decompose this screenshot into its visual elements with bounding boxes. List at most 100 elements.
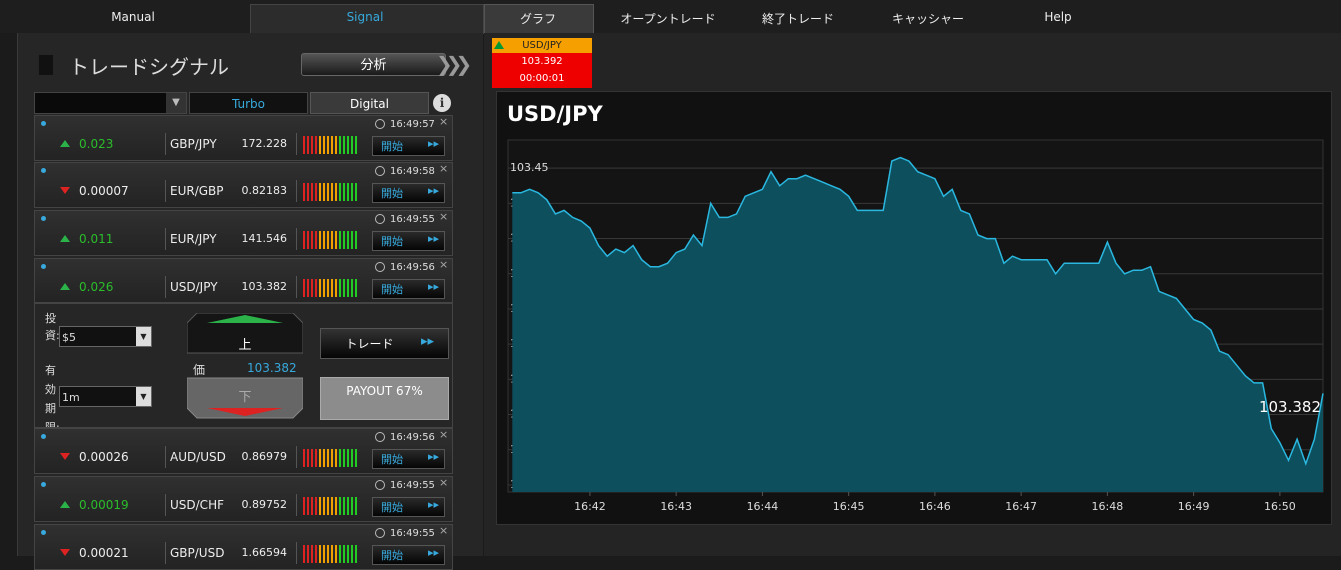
expiry-label: 有効期限: [45, 364, 59, 427]
nav-tab[interactable]: グラフ [519, 12, 557, 26]
signal-pair: EUR/GBP [170, 184, 224, 198]
chart-title: USD/JPY [507, 102, 603, 126]
signal-time: 16:49:56 [390, 432, 435, 443]
separator [296, 542, 297, 564]
strength-bar [323, 183, 325, 201]
strength-bar [327, 231, 329, 249]
close-icon[interactable]: × [439, 115, 449, 128]
close-icon[interactable]: × [439, 524, 449, 537]
strength-bar [339, 545, 341, 563]
start-button[interactable]: 開始 [372, 136, 445, 156]
start-button[interactable]: 開始 [372, 497, 445, 517]
strength-bar [335, 279, 337, 297]
turbo-tab[interactable]: Turbo [189, 92, 308, 114]
close-icon[interactable]: × [439, 210, 449, 223]
strength-bar [351, 183, 353, 201]
signal-row: 16:49:57 × 0.023 GBP/JPY 172.228 開始 ▸▸ [34, 115, 453, 161]
strength-bar [315, 497, 317, 515]
nav-tab[interactable]: キャッシャー [891, 12, 965, 26]
strength-bar [303, 497, 305, 515]
strength-bar [343, 497, 345, 515]
x-tick-label: 16:48 [1092, 500, 1124, 513]
direction-arrow [60, 187, 70, 194]
strength-bar [315, 449, 317, 467]
close-icon[interactable]: × [439, 428, 449, 441]
close-icon[interactable]: × [439, 162, 449, 175]
dropdown[interactable] [34, 92, 187, 114]
select-arrow[interactable]: ▼ [136, 387, 151, 406]
status-dot [41, 121, 46, 126]
signal-row: 16:49:56 × 0.026 USD/JPY 103.382 開始 ▸▸ [34, 258, 453, 303]
trade-chevron: ▸▸ [421, 334, 435, 349]
signal-row: 16:49:55 × 0.00019 USD/CHF 0.89752 開始 ▸▸ [34, 476, 453, 522]
separator [296, 133, 297, 155]
strength-bar [311, 231, 313, 249]
signal-pair: EUR/JPY [170, 232, 217, 246]
strength-bar [311, 449, 313, 467]
strength-bar [315, 545, 317, 563]
strength-bar [355, 545, 357, 563]
up-button[interactable]: 上 [238, 338, 252, 353]
price-chart: USD/JPY 103.36103.37103.38103.39103.4010… [496, 91, 1332, 525]
strength-bar [327, 497, 329, 515]
signal-row: 16:49:58 × 0.00007 EUR/GBP 0.82183 開始 ▸▸ [34, 162, 453, 208]
start-button[interactable]: 開始 [372, 279, 445, 299]
status-dot [41, 482, 46, 487]
strength-bar [347, 231, 349, 249]
close-icon[interactable]: × [439, 258, 449, 271]
strength-bar [307, 231, 309, 249]
strength-bar [311, 497, 313, 515]
strength-bar [327, 136, 329, 154]
investment-select[interactable]: $5 [59, 326, 152, 347]
trade-button[interactable]: トレード [320, 328, 449, 359]
ticker-timer: 00:00:01 [519, 73, 565, 84]
start-button[interactable]: 開始 [372, 231, 445, 251]
strength-bar [339, 231, 341, 249]
clock-icon [375, 528, 385, 538]
close-icon[interactable]: × [439, 476, 449, 489]
signal-change: 0.00019 [79, 498, 129, 512]
signal-tab-bg [250, 4, 484, 34]
nav-tab[interactable]: Manual [111, 10, 155, 24]
signal-time: 16:49:56 [390, 262, 435, 273]
strength-bar [343, 183, 345, 201]
strength-bar [331, 136, 333, 154]
analyze-button[interactable]: 分析 [301, 53, 446, 76]
start-button[interactable]: 開始 [372, 183, 445, 203]
nav-tab[interactable]: Help [1044, 10, 1072, 24]
expiry-select[interactable]: 1m [59, 386, 152, 407]
start-button[interactable]: 開始 [372, 449, 445, 469]
signal-price: 0.86979 [241, 450, 288, 463]
signal-change: 0.026 [79, 280, 114, 294]
panel-icon [39, 55, 53, 75]
separator [296, 180, 297, 202]
screen: トレードシグナル 分析 ❯❯❯ ▼ Turbo Digital i 投資: $5… [17, 4, 1332, 570]
up-arrow [207, 315, 283, 323]
signal-price: 0.89752 [241, 498, 288, 511]
separator [296, 494, 297, 516]
dropdown-arrow[interactable]: ▼ [166, 93, 186, 113]
ticker-arrow [494, 41, 504, 49]
nav-tab[interactable]: Signal [346, 10, 384, 24]
down-button[interactable]: 下 [238, 390, 252, 405]
signal-change: 0.00026 [79, 450, 129, 464]
nav-tab[interactable]: オープントレード [620, 12, 716, 26]
strength-bar [355, 231, 357, 249]
nav-tab[interactable]: 終了トレード [761, 12, 835, 26]
strength-bar [319, 279, 321, 297]
direction-arrow [60, 453, 70, 460]
strength-bar [323, 279, 325, 297]
digital-tab[interactable]: Digital [310, 92, 429, 114]
strength-bar [311, 279, 313, 297]
strength-bar [323, 136, 325, 154]
strength-bar [319, 545, 321, 563]
clock-icon [375, 262, 385, 272]
signal-row: 16:49:55 × 0.011 EUR/JPY 141.546 開始 ▸▸ [34, 210, 453, 256]
select-arrow[interactable]: ▼ [136, 327, 151, 346]
chevrons: ❯❯❯ [436, 52, 472, 76]
direction-arrow [60, 235, 70, 242]
strength-bar [343, 231, 345, 249]
info-icon[interactable]: i [433, 94, 451, 112]
strength-bar [347, 183, 349, 201]
strength-bar [331, 231, 333, 249]
